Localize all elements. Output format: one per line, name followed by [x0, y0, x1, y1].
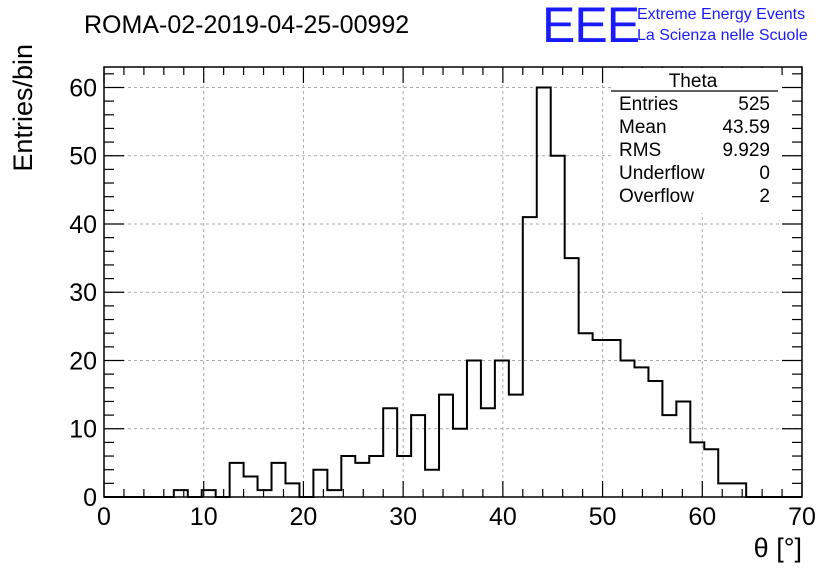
x-tick-label: 0: [97, 503, 111, 531]
x-tick-label: 20: [290, 503, 318, 531]
stats-box-background: [611, 68, 781, 213]
histogram-bin: [453, 429, 467, 497]
y-tick-label: 30: [69, 279, 97, 307]
y-tick-label: 20: [69, 347, 97, 375]
stats-row-value: 9.929: [722, 140, 770, 161]
chart-title: ROMA-02-2019-04-25-00992: [84, 11, 409, 39]
stats-row-value: 0: [759, 163, 770, 184]
histogram-bin: [439, 395, 453, 497]
eee-logo: EEE Extreme Energy Events La Scienza nel…: [542, 0, 808, 53]
x-tick-label: 10: [190, 503, 218, 531]
histogram-bin: [662, 415, 676, 497]
stats-box: Theta Entries 525 Mean 43.59 RMS 9.929 Underfl…: [611, 68, 781, 213]
stats-row-value: 2: [759, 186, 770, 207]
stats-box-title: Theta: [669, 71, 718, 92]
histogram-bin: [579, 333, 593, 497]
histogram-bin: [718, 483, 732, 497]
histogram-bin: [174, 490, 188, 497]
histogram-bin: [593, 340, 607, 497]
y-tick-label: 40: [69, 211, 97, 239]
x-tick-label: 60: [688, 503, 716, 531]
histogram-bin: [732, 483, 746, 497]
histogram-bin: [551, 156, 565, 497]
plot-frame: [103, 66, 803, 498]
histogram-bin: [285, 483, 299, 497]
logo-line-1: Extreme Energy Events: [637, 6, 805, 23]
histogram-bin: [509, 395, 523, 497]
histogram-bin: [523, 217, 537, 497]
y-tick-label: 10: [69, 416, 97, 444]
y-tick-label: 0: [83, 484, 97, 512]
histogram-bin: [481, 408, 495, 497]
stats-row-value: 525: [738, 94, 770, 115]
histogram-bin: [467, 360, 481, 497]
stats-row-label: Mean: [619, 117, 667, 138]
histogram-bars: [104, 86, 802, 498]
logo-line-2: La Scienza nelle Scuole: [637, 27, 808, 44]
histogram-bin: [607, 340, 621, 497]
stats-row-label: Overflow: [619, 186, 694, 207]
histogram-bin: [425, 470, 439, 497]
stats-row-label: RMS: [619, 140, 661, 161]
y-tick-label: 50: [69, 143, 97, 171]
x-tick-label: 40: [489, 503, 517, 531]
stats-row-label: Entries: [619, 94, 678, 115]
histogram-bin: [621, 360, 635, 497]
histogram-bin: [565, 258, 579, 497]
histogram-bin: [355, 463, 369, 497]
stats-row-label: Underflow: [619, 163, 705, 184]
histogram-bin: [230, 463, 244, 497]
histogram-bin: [411, 415, 425, 497]
histogram-bin: [634, 367, 648, 497]
x-axis-label: θ [°]: [754, 533, 802, 563]
histogram-outline: [104, 86, 802, 498]
histogram-bin: [258, 490, 272, 497]
histogram-bin: [704, 449, 718, 497]
histogram-bin: [537, 87, 551, 497]
stats-rows: Entries 525 Mean 43.59 RMS 9.929 Underflow 0 Ove…: [619, 94, 770, 207]
stats-row-value: 43.59: [722, 117, 770, 138]
y-axis-label: Entries/bin: [8, 44, 38, 172]
histogram-bin: [676, 401, 690, 497]
histogram-bin: [383, 408, 397, 497]
plot-frame-rect: [103, 66, 803, 498]
histogram-bin: [495, 360, 509, 497]
histogram-bin: [313, 470, 327, 497]
x-tick-label: 50: [589, 503, 617, 531]
x-tick-label: 70: [788, 503, 816, 531]
logo-mark: EEE: [542, 0, 639, 53]
x-tick-label: 30: [389, 503, 417, 531]
histogram-bin: [648, 381, 662, 497]
histogram-bin: [327, 490, 341, 497]
histogram-bin: [397, 456, 411, 497]
histogram-bin: [369, 456, 383, 497]
y-tick-label: 60: [69, 74, 97, 102]
x-axis-ticks: 0 10 20 30 40 50 60 70: [97, 67, 816, 531]
histogram-bin: [244, 477, 258, 497]
